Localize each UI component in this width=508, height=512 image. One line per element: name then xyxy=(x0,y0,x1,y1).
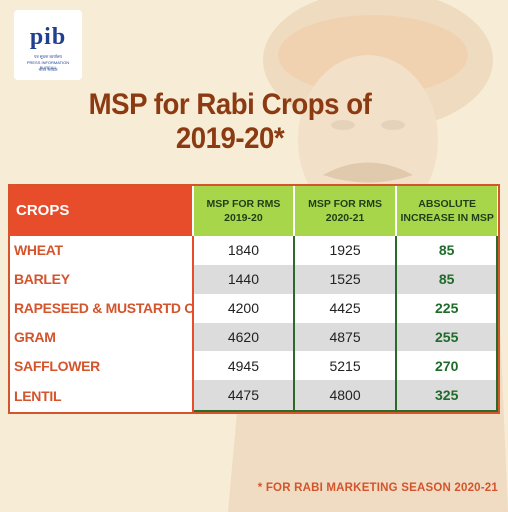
increase-value: 85 xyxy=(395,264,498,294)
msp-2020-value: 1925 xyxy=(292,236,397,265)
increase-value: 325 xyxy=(395,380,498,412)
logo-line-english: PRESS INFORMATION BUREAU xyxy=(26,60,70,70)
crop-name: LENTIL xyxy=(10,380,195,411)
msp-2019-value: 4200 xyxy=(192,293,294,323)
header-msp-2020-line1: MSP FOR RMS xyxy=(308,198,382,210)
title-line-2: 2019-20* xyxy=(175,122,285,155)
logo-line-hindi: पत्र सूचना कार्यालय xyxy=(34,54,62,59)
title-line-1: MSP for Rabi Crops of xyxy=(88,88,372,121)
msp-2020-value: 4800 xyxy=(292,380,397,412)
msp-2020-value: 4425 xyxy=(292,293,397,323)
table-row: LENTIL 4475 4800 325 xyxy=(10,380,498,412)
table-row: RAPESEED & MUSTARTD OIL 4200 4425 225 xyxy=(10,293,498,323)
msp-2020-value: 1525 xyxy=(292,264,397,294)
header-crops: CROPS xyxy=(10,186,194,236)
table-row: GRAM 4620 4875 255 xyxy=(10,322,498,352)
pib-logo: pib पत्र सूचना कार्यालय PRESS INFORMATIO… xyxy=(14,10,82,80)
crop-name: WHEAT xyxy=(10,236,195,265)
header-increase-line2: INCREASE IN MSP xyxy=(400,212,494,224)
msp-2019-value: 4475 xyxy=(192,380,294,412)
page-title: MSP for Rabi Crops of 2019-20* xyxy=(74,88,387,156)
header-msp-2019-line1: MSP FOR RMS xyxy=(206,198,281,210)
crop-name: BARLEY xyxy=(10,264,195,294)
increase-value: 225 xyxy=(395,293,498,323)
table-header-row: CROPS MSP FOR RMS 2019-20 MSP FOR RMS 20… xyxy=(10,186,497,236)
increase-value: 85 xyxy=(395,236,498,265)
logo-wordmark: pib xyxy=(29,24,67,50)
header-increase-line1: ABSOLUTE xyxy=(418,198,477,210)
header-increase: ABSOLUTE INCREASE IN MSP xyxy=(395,186,497,236)
msp-2019-value: 4945 xyxy=(192,351,294,381)
increase-value: 270 xyxy=(395,351,498,381)
msp-2020-value: 5215 xyxy=(292,351,397,381)
msp-table: CROPS MSP FOR RMS 2019-20 MSP FOR RMS 20… xyxy=(8,184,500,414)
table-row: SAFFLOWER 4945 5215 270 xyxy=(10,351,498,381)
header-msp-2020: MSP FOR RMS 2020-21 xyxy=(292,186,397,236)
msp-2020-value: 4875 xyxy=(292,322,397,352)
table-row: WHEAT 1840 1925 85 xyxy=(10,236,498,265)
crop-name: RAPESEED & MUSTARTD OIL xyxy=(10,293,195,323)
logo-line-govt: भारत सरकार xyxy=(38,67,58,72)
crop-name: SAFFLOWER xyxy=(10,351,195,381)
header-msp-2020-line2: 2020-21 xyxy=(325,212,365,224)
msp-2019-value: 1840 xyxy=(192,236,294,265)
msp-2019-value: 4620 xyxy=(192,322,294,352)
header-msp-2019-line2: 2019-20 xyxy=(224,212,263,224)
footnote: * FOR RABI MARKETING SEASON 2020-21 xyxy=(257,482,498,494)
msp-2019-value: 1440 xyxy=(192,264,294,294)
crop-name: GRAM xyxy=(10,322,195,352)
increase-value: 255 xyxy=(395,322,498,352)
header-msp-2019: MSP FOR RMS 2019-20 xyxy=(192,186,294,236)
table-row: BARLEY 1440 1525 85 xyxy=(10,264,498,294)
